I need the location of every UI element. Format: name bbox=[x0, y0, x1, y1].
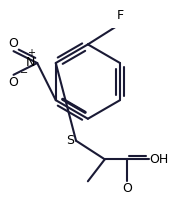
Text: −: − bbox=[20, 68, 28, 78]
Text: S: S bbox=[66, 134, 74, 147]
Text: O: O bbox=[122, 182, 132, 195]
Text: OH: OH bbox=[150, 153, 169, 166]
Text: O: O bbox=[9, 37, 18, 50]
Text: F: F bbox=[116, 9, 124, 22]
Text: N: N bbox=[26, 56, 35, 69]
Text: +: + bbox=[28, 48, 35, 58]
Text: O: O bbox=[9, 76, 18, 89]
